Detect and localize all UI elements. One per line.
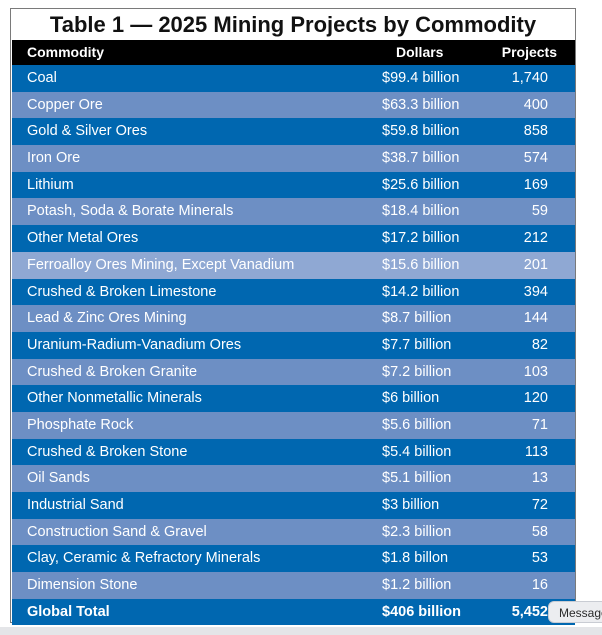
- projects-cell: 16: [531, 577, 548, 594]
- header-projects: Projects: [501, 44, 557, 60]
- projects-cell: 71: [531, 416, 548, 433]
- dollars-cell: $17.2 billion: [382, 230, 460, 247]
- table-row: Ferroalloy Ores Mining, Except Vanadium …: [12, 251, 575, 279]
- dollars-cell: $5.4 billion: [382, 443, 452, 460]
- table-row: Coal $99.4 billion 1,740: [12, 65, 575, 92]
- table-header-row: Commodity Dollars Projects: [12, 40, 575, 65]
- commodity-cell: Phosphate Rock: [27, 416, 134, 433]
- dollars-cell: $14.2 billion: [382, 283, 460, 300]
- commodity-cell: Crushed & Broken Limestone: [27, 283, 217, 300]
- bottom-bar: [0, 627, 602, 635]
- dollars-cell: $25.6 billion: [382, 176, 460, 193]
- commodity-cell: Ferroalloy Ores Mining, Except Vanadium: [27, 256, 295, 273]
- commodity-cell: Construction Sand & Gravel: [27, 523, 207, 540]
- commodity-cell: Crushed & Broken Stone: [27, 443, 188, 460]
- commodity-cell: Other Nonmetallic Minerals: [27, 390, 202, 407]
- projects-cell: 169: [523, 176, 548, 193]
- dollars-cell: $8.7 billion: [382, 310, 452, 327]
- dollars-cell: $63.3 billion: [382, 96, 460, 113]
- total-dollars: $406 billion: [382, 603, 461, 620]
- projects-cell: 1,740: [511, 70, 548, 86]
- projects-cell: 58: [531, 523, 548, 540]
- projects-cell: 72: [531, 497, 548, 513]
- dollars-cell: $1.2 billion: [382, 577, 452, 594]
- commodity-cell: Uranium-Radium-Vanadium Ores: [27, 336, 242, 353]
- table-row: Uranium-Radium-Vanadium Ores $7.7 billio…: [12, 331, 575, 359]
- dollars-cell: $15.6 billion: [382, 256, 460, 273]
- commodity-cell: Lithium: [27, 176, 74, 193]
- projects-cell: 394: [523, 283, 548, 300]
- commodity-cell: Lead & Zinc Ores Mining: [27, 310, 187, 327]
- dollars-cell: $5.6 billion: [382, 416, 452, 433]
- commodity-cell: Iron Ore: [27, 150, 81, 167]
- projects-cell: 120: [523, 390, 548, 407]
- table-row: Iron Ore $38.7 billion 574: [12, 145, 575, 172]
- projects-cell: 103: [523, 363, 548, 380]
- table-row: Industrial Sand $3 billion 72: [12, 492, 575, 519]
- dollars-cell: $2.3 billion: [382, 523, 452, 540]
- table-row: Phosphate Rock $5.6 billion 71: [12, 411, 575, 439]
- projects-cell: 82: [531, 336, 548, 353]
- dollars-cell: $1.8 billon: [382, 550, 449, 567]
- message-button[interactable]: Message: [548, 601, 602, 623]
- table-row: Other Nonmetallic Minerals $6 billion 12…: [12, 385, 575, 412]
- projects-cell: 400: [523, 96, 548, 113]
- projects-cell: 53: [531, 550, 548, 567]
- table-row: Crushed & Broken Stone $5.4 billion 113: [12, 438, 575, 466]
- table-row: Construction Sand & Gravel $2.3 billion …: [12, 518, 575, 546]
- table-row: Clay, Ceramic & Refractory Minerals $1.8…: [12, 545, 575, 573]
- global-total-row: Global Total $406 billion 5,452: [12, 598, 575, 626]
- dollars-cell: $38.7 billion: [382, 150, 460, 167]
- projects-cell: 113: [524, 443, 548, 460]
- table-title: Table 1 — 2025 Mining Projects by Commod…: [49, 12, 537, 37]
- total-projects: 5,452: [511, 603, 548, 620]
- projects-cell: 212: [523, 230, 548, 247]
- projects-cell: 858: [523, 123, 548, 140]
- dollars-cell: $6 billion: [382, 390, 440, 407]
- commodity-cell: Gold & Silver Ores: [27, 123, 148, 140]
- dollars-cell: $7.7 billion: [382, 336, 452, 353]
- table-row: Other Metal Ores $17.2 billion 212: [12, 225, 575, 252]
- table-row: Copper Ore $63.3 billion 400: [12, 91, 575, 119]
- table-row: Lead & Zinc Ores Mining $8.7 billion 144: [12, 305, 575, 332]
- commodity-cell: Other Metal Ores: [27, 230, 139, 247]
- table-row: Lithium $25.6 billion 169: [12, 171, 575, 199]
- dollars-cell: $18.4 billion: [382, 203, 460, 220]
- dollars-cell: $3 billion: [382, 497, 440, 513]
- mining-projects-table: Commodity Dollars Projects Coal $99.4 bi…: [12, 40, 575, 626]
- table-row: Gold & Silver Ores $59.8 billion 858: [12, 118, 575, 146]
- table-frame: Table 1 — 2025 Mining Projects by Commod…: [10, 8, 576, 626]
- table-row: Dimension Stone $1.2 billion 16: [12, 572, 575, 599]
- projects-cell: 59: [531, 203, 548, 220]
- commodity-cell: Clay, Ceramic & Refractory Minerals: [27, 550, 261, 567]
- table-row: Potash, Soda & Borate Minerals $18.4 bil…: [12, 198, 575, 226]
- dollars-cell: $7.2 billion: [382, 363, 452, 380]
- table-row: Crushed & Broken Limestone $14.2 billion…: [12, 278, 575, 306]
- header-dollars: Dollars: [396, 44, 444, 60]
- dollars-cell: $99.4 billion: [382, 70, 460, 86]
- commodity-cell: Dimension Stone: [27, 577, 138, 594]
- commodity-cell: Coal: [27, 70, 57, 86]
- projects-cell: 144: [523, 310, 548, 327]
- commodity-cell: Industrial Sand: [27, 497, 124, 513]
- commodity-cell: Crushed & Broken Granite: [27, 363, 198, 380]
- projects-cell: 574: [523, 150, 548, 167]
- total-label: Global Total: [27, 603, 110, 620]
- dollars-cell: $5.1 billion: [382, 470, 452, 487]
- header-commodity: Commodity: [27, 44, 104, 60]
- dollars-cell: $59.8 billion: [382, 123, 460, 140]
- table-row: Crushed & Broken Granite $7.2 billion 10…: [12, 358, 575, 386]
- projects-cell: 201: [523, 256, 548, 273]
- projects-cell: 13: [531, 470, 548, 487]
- commodity-cell: Oil Sands: [27, 470, 90, 487]
- commodity-cell: Potash, Soda & Borate Minerals: [27, 203, 234, 220]
- table-row: Oil Sands $5.1 billion 13: [12, 465, 575, 492]
- commodity-cell: Copper Ore: [27, 96, 103, 113]
